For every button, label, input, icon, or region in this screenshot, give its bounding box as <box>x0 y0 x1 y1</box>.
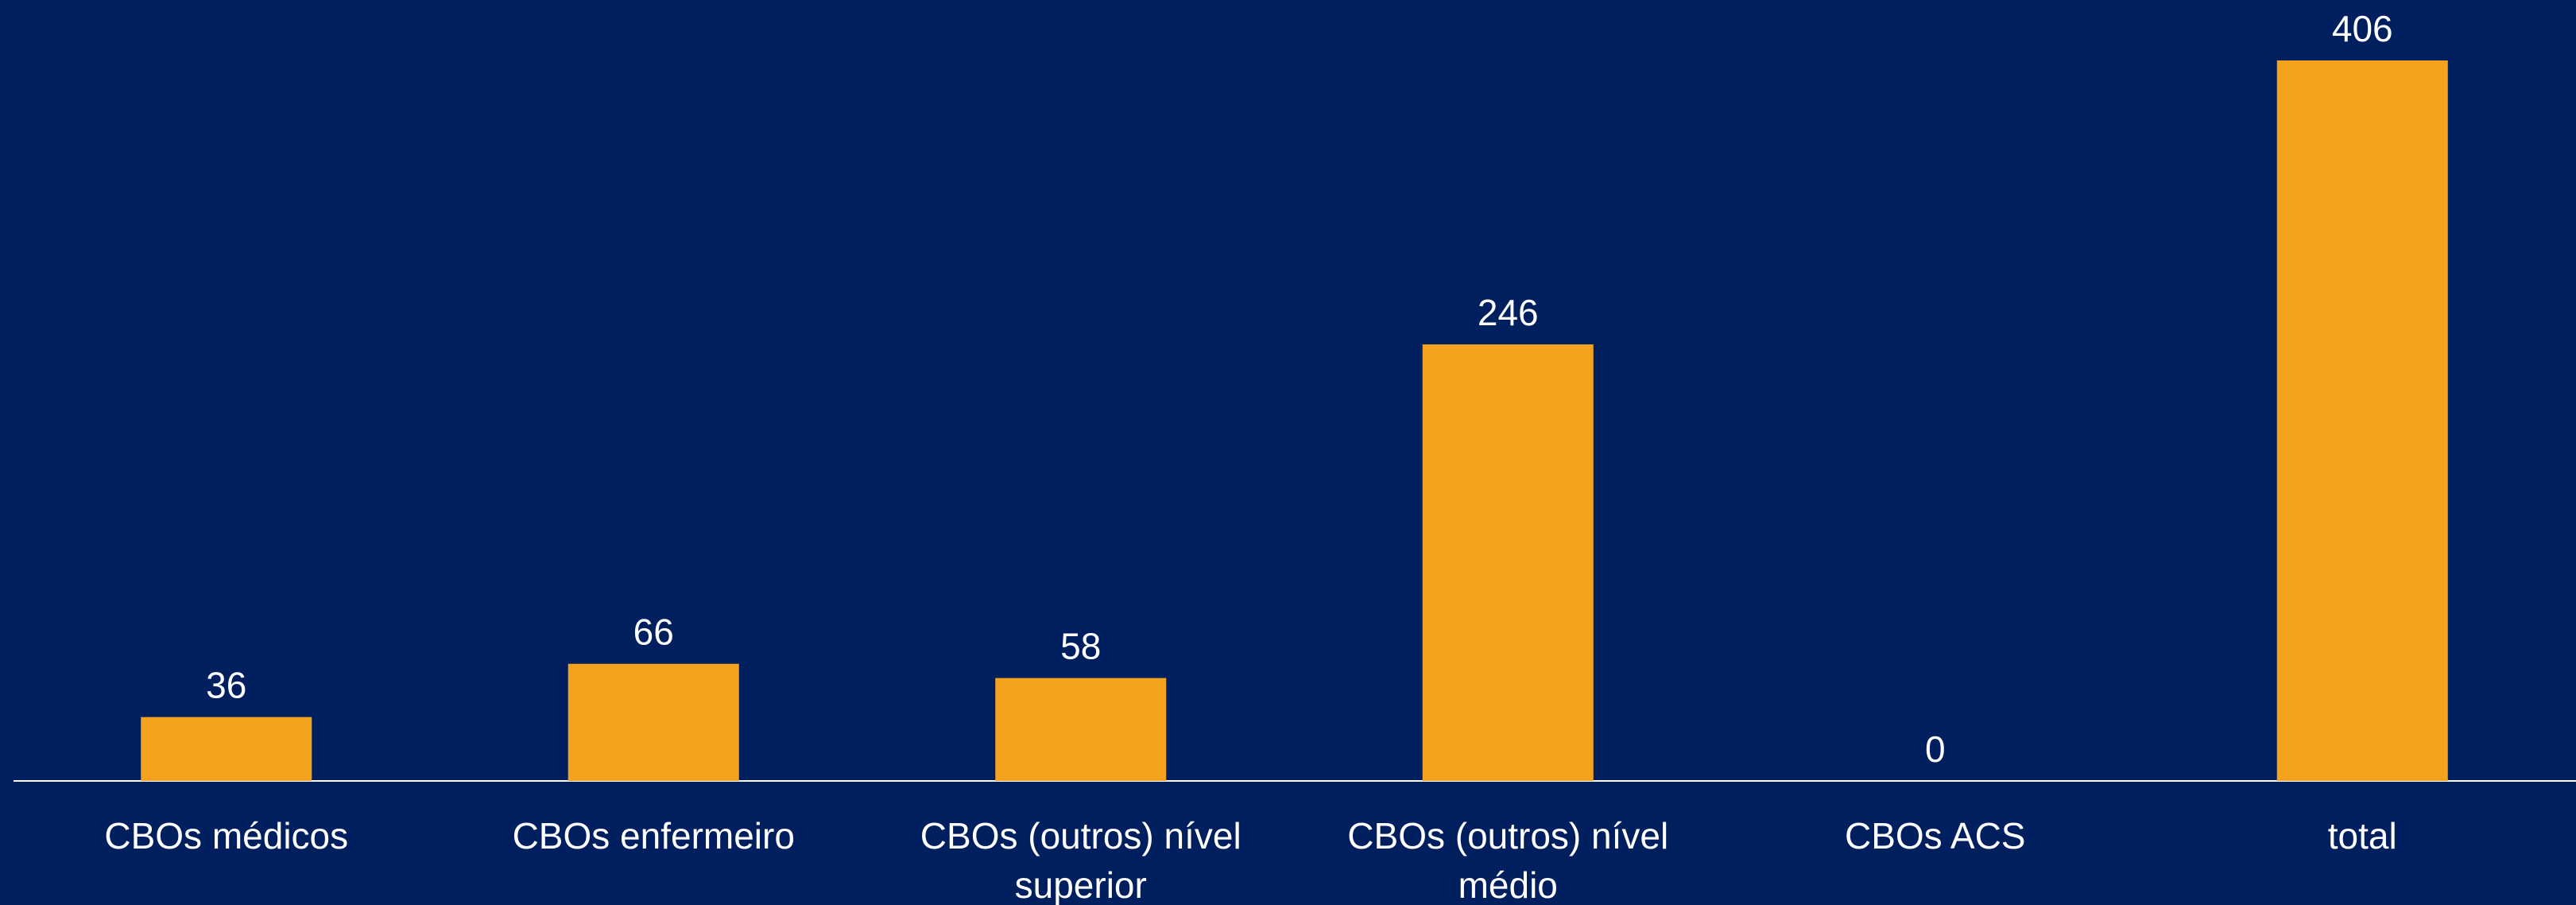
x-tick-label: CBOs (outros) nível superior <box>920 815 1242 905</box>
value-label: 406 <box>2332 8 2393 49</box>
value-label: 36 <box>206 665 246 706</box>
value-label: 246 <box>1478 292 1539 333</box>
bar <box>995 678 1167 781</box>
value-label: 66 <box>633 612 674 653</box>
x-tick-label: CBOs (outros) nível médio <box>1347 815 1669 905</box>
bar <box>2276 60 2448 781</box>
bar <box>141 717 312 781</box>
value-label: 0 <box>1925 728 1946 770</box>
x-tick-label: total <box>2327 815 2397 856</box>
x-tick-label: CBOs ACS <box>1844 815 2026 856</box>
x-tick-label: CBOs enfermeiro <box>512 815 795 856</box>
value-label: 58 <box>1060 626 1101 667</box>
bar <box>1422 344 1594 782</box>
x-tick-label: CBOs médicos <box>104 815 349 856</box>
bar <box>567 663 739 781</box>
